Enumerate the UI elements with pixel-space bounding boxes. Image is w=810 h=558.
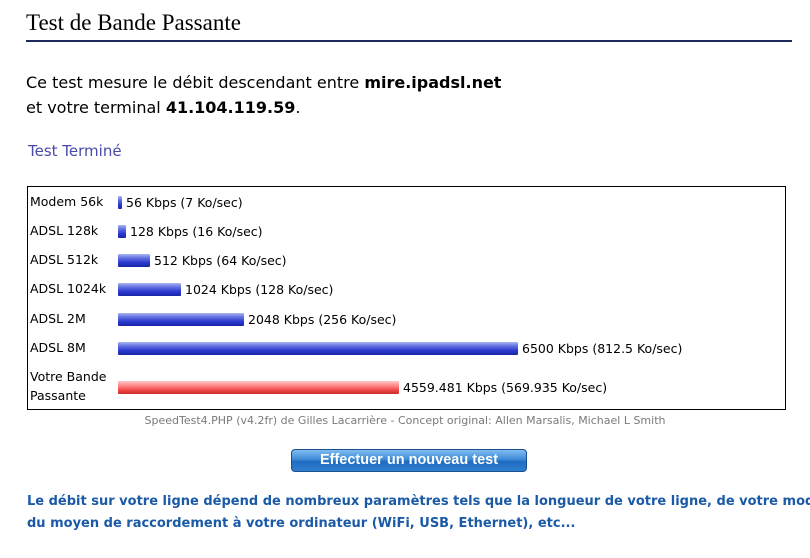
- credit-line: SpeedTest4.PHP (v4.2fr) de Gilles Lacarr…: [144, 414, 666, 427]
- speed-bar: [118, 196, 122, 209]
- result-label: ADSL 512k: [30, 252, 99, 267]
- result-label: Modem 56k: [30, 194, 104, 209]
- speed-value-yours: 4559.481 Kbps (569.935 Ko/sec): [403, 380, 608, 395]
- result-row-adsl-2m: ADSL 2M 2048 Kbps (256 Ko/sec): [28, 309, 785, 338]
- speed-value: 56 Kbps (7 Ko/sec): [126, 195, 243, 210]
- speed-bar: [118, 313, 244, 326]
- client-ip: 41.104.119.59: [165, 98, 296, 117]
- speed-bar: [118, 225, 126, 238]
- result-label: ADSL 2M: [30, 311, 86, 326]
- server-name: mire.ipadsl.net: [364, 73, 502, 92]
- speed-value: 2048 Kbps (256 Ko/sec): [248, 312, 397, 327]
- test-status: Test Terminé: [28, 142, 122, 160]
- speed-bar-yours: [118, 381, 399, 394]
- speed-value: 128 Kbps (16 Ko/sec): [130, 224, 263, 239]
- speed-value: 1024 Kbps (128 Ko/sec): [185, 282, 334, 297]
- result-label: ADSL 128k: [30, 223, 99, 238]
- new-test-button[interactable]: Effectuer un nouveau test: [291, 449, 527, 472]
- speed-bar: [118, 254, 150, 267]
- result-row-modem-56k: Modem 56k 56 Kbps (7 Ko/sec): [28, 192, 785, 221]
- intro-line-2-suffix: .: [295, 98, 301, 117]
- footer-note-line-1: Le débit sur votre ligne dépend de nombr…: [27, 494, 810, 509]
- speed-bar: [118, 342, 518, 355]
- result-row-adsl-128k: ADSL 128k 128 Kbps (16 Ko/sec): [28, 221, 785, 250]
- result-label-line-1: Votre Bande: [30, 369, 107, 384]
- result-label: ADSL 8M: [30, 340, 86, 355]
- footer-note: Le débit sur votre ligne dépend de nombr…: [27, 491, 810, 535]
- speed-bar: [118, 283, 181, 296]
- results-panel: Modem 56k 56 Kbps (7 Ko/sec) ADSL 128k 1…: [27, 186, 786, 410]
- result-row-adsl-1024k: ADSL 1024k 1024 Kbps (128 Ko/sec): [28, 279, 785, 308]
- intro-line-1: Ce test mesure le débit descendant entre…: [26, 70, 501, 95]
- result-label-line-2: Passante: [30, 388, 86, 403]
- intro-line-2: et votre terminal 41.104.119.59.: [26, 95, 501, 120]
- result-label: ADSL 1024k: [30, 281, 107, 296]
- intro-text: Ce test mesure le débit descendant entre…: [26, 70, 501, 120]
- intro-line-2-prefix: et votre terminal: [26, 98, 166, 117]
- result-row-adsl-512k: ADSL 512k 512 Kbps (64 Ko/sec): [28, 250, 785, 279]
- result-row-your-bandwidth: Votre Bande Passante 4559.481 Kbps (569.…: [28, 367, 785, 407]
- speed-value: 512 Kbps (64 Ko/sec): [154, 253, 287, 268]
- intro-line-1-prefix: Ce test mesure le débit descendant entre: [26, 73, 365, 92]
- result-label: Votre Bande Passante: [30, 367, 106, 405]
- title-divider: [26, 40, 792, 42]
- footer-note-line-2: du moyen de raccordement à votre ordinat…: [27, 516, 576, 531]
- speed-value: 6500 Kbps (812.5 Ko/sec): [522, 341, 683, 356]
- page-title: Test de Bande Passante: [26, 10, 241, 35]
- result-row-adsl-8m: ADSL 8M 6500 Kbps (812.5 Ko/sec): [28, 338, 785, 367]
